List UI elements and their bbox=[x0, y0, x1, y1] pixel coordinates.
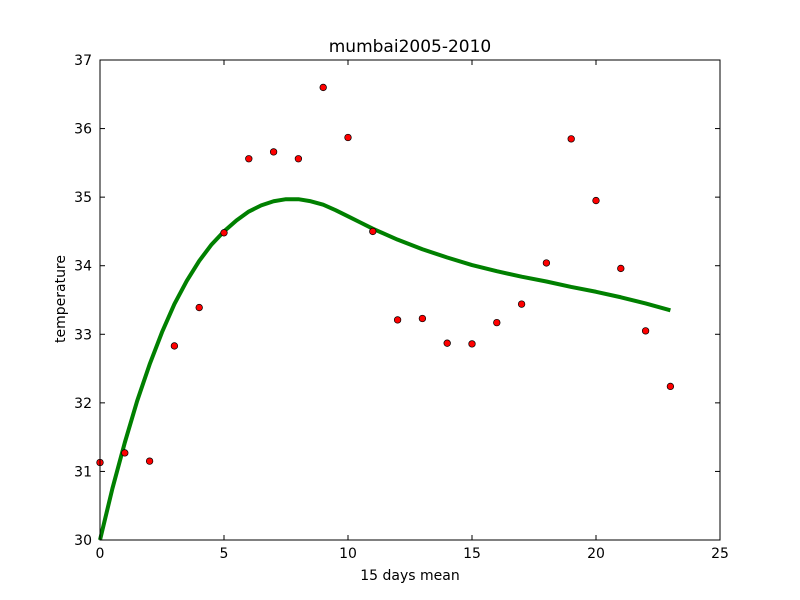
x-tick-label: 10 bbox=[339, 546, 357, 562]
y-tick-label: 30 bbox=[74, 533, 92, 549]
y-tick-label: 36 bbox=[74, 122, 92, 138]
data-point bbox=[493, 318, 501, 327]
x-tick-label: 5 bbox=[220, 546, 229, 562]
data-point bbox=[666, 382, 675, 391]
x-tick-label: 15 bbox=[463, 546, 481, 562]
y-tick-label: 33 bbox=[74, 327, 92, 343]
data-point bbox=[269, 148, 278, 156]
y-tick-label: 31 bbox=[74, 464, 92, 480]
y-axis-label: temperature bbox=[53, 255, 69, 343]
data-point bbox=[220, 229, 228, 237]
data-point bbox=[344, 133, 352, 142]
x-axis-label: 15 days mean bbox=[360, 568, 459, 584]
data-point bbox=[641, 327, 650, 335]
data-point bbox=[195, 303, 203, 312]
x-tick-label: 20 bbox=[587, 546, 605, 562]
data-point bbox=[542, 259, 551, 267]
fit-curve bbox=[98, 197, 671, 541]
data-point bbox=[145, 457, 154, 465]
data-point bbox=[443, 339, 451, 347]
data-point bbox=[617, 264, 625, 273]
chart-title: mumbai2005-2010 bbox=[329, 37, 492, 57]
data-point bbox=[468, 340, 476, 348]
data-point bbox=[170, 342, 179, 350]
data-point bbox=[369, 227, 377, 236]
x-tick-label: 25 bbox=[711, 546, 729, 562]
y-tick-label: 37 bbox=[74, 53, 92, 69]
data-point bbox=[319, 83, 327, 92]
fit-curve-layer bbox=[98, 197, 671, 541]
scatter-layer bbox=[96, 83, 675, 467]
axes-layer bbox=[99, 59, 721, 541]
data-point bbox=[294, 155, 303, 163]
data-point bbox=[245, 155, 253, 163]
data-point bbox=[592, 196, 600, 205]
ticks-layer: 0 5 10 15 20 25 30 31 32 33 34 35 36 37 bbox=[74, 53, 729, 562]
data-point bbox=[393, 316, 402, 324]
plot-frame bbox=[99, 59, 721, 541]
data-point bbox=[567, 135, 575, 143]
y-tick-label: 34 bbox=[74, 259, 92, 275]
data-point bbox=[418, 314, 427, 323]
x-tick-label: 0 bbox=[96, 546, 105, 562]
y-tick-label: 35 bbox=[74, 190, 92, 206]
data-point bbox=[517, 300, 526, 308]
y-tick-label: 32 bbox=[74, 396, 92, 412]
data-point bbox=[121, 449, 129, 457]
